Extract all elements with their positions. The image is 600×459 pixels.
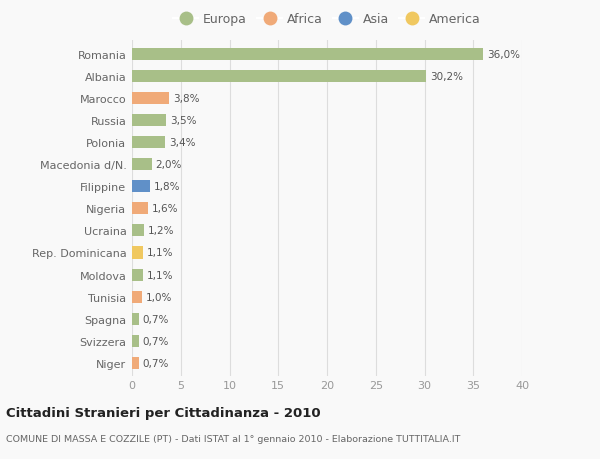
Legend: Europa, Africa, Asia, America: Europa, Africa, Asia, America: [170, 11, 484, 28]
Text: 1,6%: 1,6%: [151, 204, 178, 214]
Bar: [132, 247, 143, 259]
Bar: [132, 181, 149, 193]
Text: COMUNE DI MASSA E COZZILE (PT) - Dati ISTAT al 1° gennaio 2010 - Elaborazione TU: COMUNE DI MASSA E COZZILE (PT) - Dati IS…: [6, 434, 460, 443]
Bar: [132, 313, 139, 325]
Text: 36,0%: 36,0%: [487, 50, 520, 60]
Bar: [132, 335, 139, 347]
Text: 0,7%: 0,7%: [143, 314, 169, 324]
Bar: [132, 93, 169, 105]
Bar: [132, 159, 151, 171]
Text: 3,8%: 3,8%: [173, 94, 199, 104]
Text: Cittadini Stranieri per Cittadinanza - 2010: Cittadini Stranieri per Cittadinanza - 2…: [6, 406, 320, 419]
Bar: [132, 137, 165, 149]
Text: 1,1%: 1,1%: [146, 248, 173, 258]
Text: 30,2%: 30,2%: [430, 72, 463, 82]
Text: 1,8%: 1,8%: [154, 182, 180, 192]
Bar: [132, 269, 143, 281]
Text: 2,0%: 2,0%: [155, 160, 182, 170]
Text: 1,2%: 1,2%: [148, 226, 174, 236]
Bar: [132, 203, 148, 215]
Text: 3,5%: 3,5%: [170, 116, 197, 126]
Bar: [132, 225, 144, 237]
Text: 0,7%: 0,7%: [143, 336, 169, 346]
Bar: [132, 115, 166, 127]
Text: 0,7%: 0,7%: [143, 358, 169, 368]
Bar: [132, 357, 139, 369]
Bar: [132, 49, 483, 61]
Bar: [132, 291, 142, 303]
Bar: [132, 71, 427, 83]
Text: 1,1%: 1,1%: [146, 270, 173, 280]
Text: 1,0%: 1,0%: [146, 292, 172, 302]
Text: 3,4%: 3,4%: [169, 138, 196, 148]
